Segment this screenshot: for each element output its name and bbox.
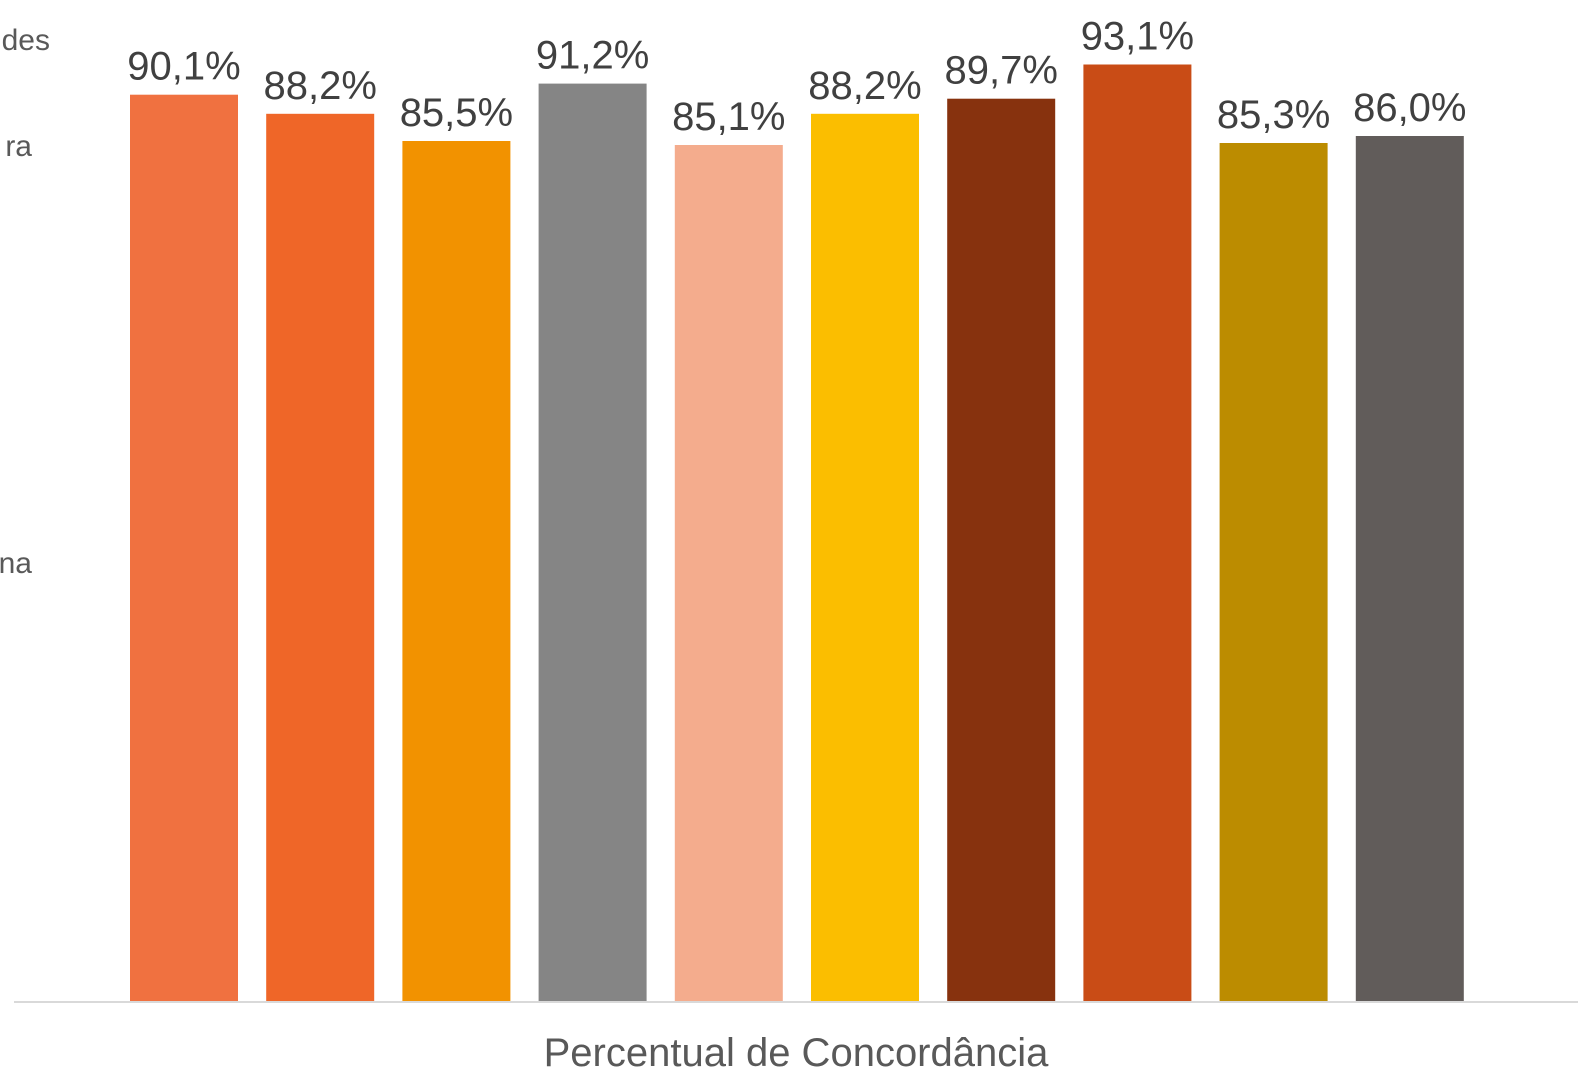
data-label-7: 89,7% (944, 49, 1057, 93)
bar-8 (1083, 64, 1192, 1002)
bar-4 (538, 83, 647, 1003)
data-label-2: 88,2% (263, 64, 376, 108)
legend-entry-3: na (0, 547, 32, 580)
data-label-9: 85,3% (1217, 93, 1330, 137)
bar-10 (1355, 136, 1464, 1002)
bar-9 (1219, 143, 1328, 1002)
data-label-8: 93,1% (1081, 15, 1194, 59)
data-label-10: 86,0% (1353, 86, 1466, 130)
data-label-5: 85,1% (672, 95, 785, 139)
bars-group (130, 64, 1464, 1003)
legend-entry-2: ra (5, 130, 32, 163)
data-labels-group: 90,1% 88,2% 85,5% 91,2% 85,1% 88,2% 89,7% 93,1%… (127, 15, 1466, 140)
bar-1 (130, 94, 238, 1002)
x-axis-title: Percentual de Concordância (544, 1031, 1050, 1075)
bar-2 (266, 113, 375, 1003)
bar-3 (402, 141, 511, 1002)
bar-6 (811, 113, 919, 1003)
data-label-1: 90,1% (127, 45, 240, 89)
data-label-3: 85,5% (400, 91, 513, 135)
bar-5 (674, 145, 783, 1002)
data-label-6: 88,2% (808, 64, 921, 108)
legend: des ra na (0, 24, 50, 580)
data-label-4: 91,2% (536, 34, 649, 78)
bar-7 (947, 98, 1056, 1002)
legend-entry-1: des (2, 24, 50, 57)
